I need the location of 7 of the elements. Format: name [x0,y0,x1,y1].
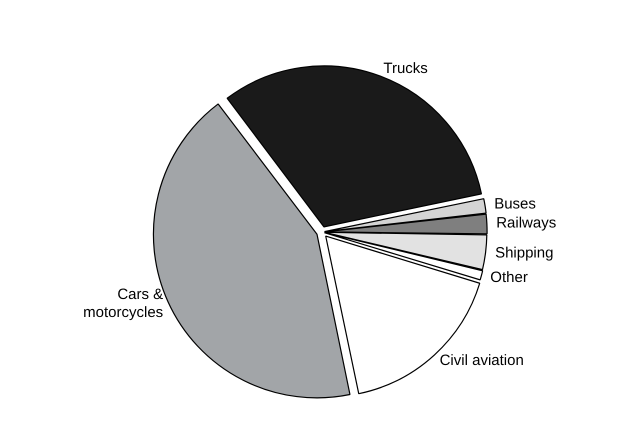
slice-label: Civil aviation [440,352,524,369]
slice-label: Buses [494,196,536,213]
slice-label: Shipping [495,244,554,262]
slice-label: Other [490,268,528,286]
slice-label: Railways [496,214,556,232]
slice-label: Trucks [383,60,428,77]
slice-label: Cars & motorcycles [83,286,164,322]
